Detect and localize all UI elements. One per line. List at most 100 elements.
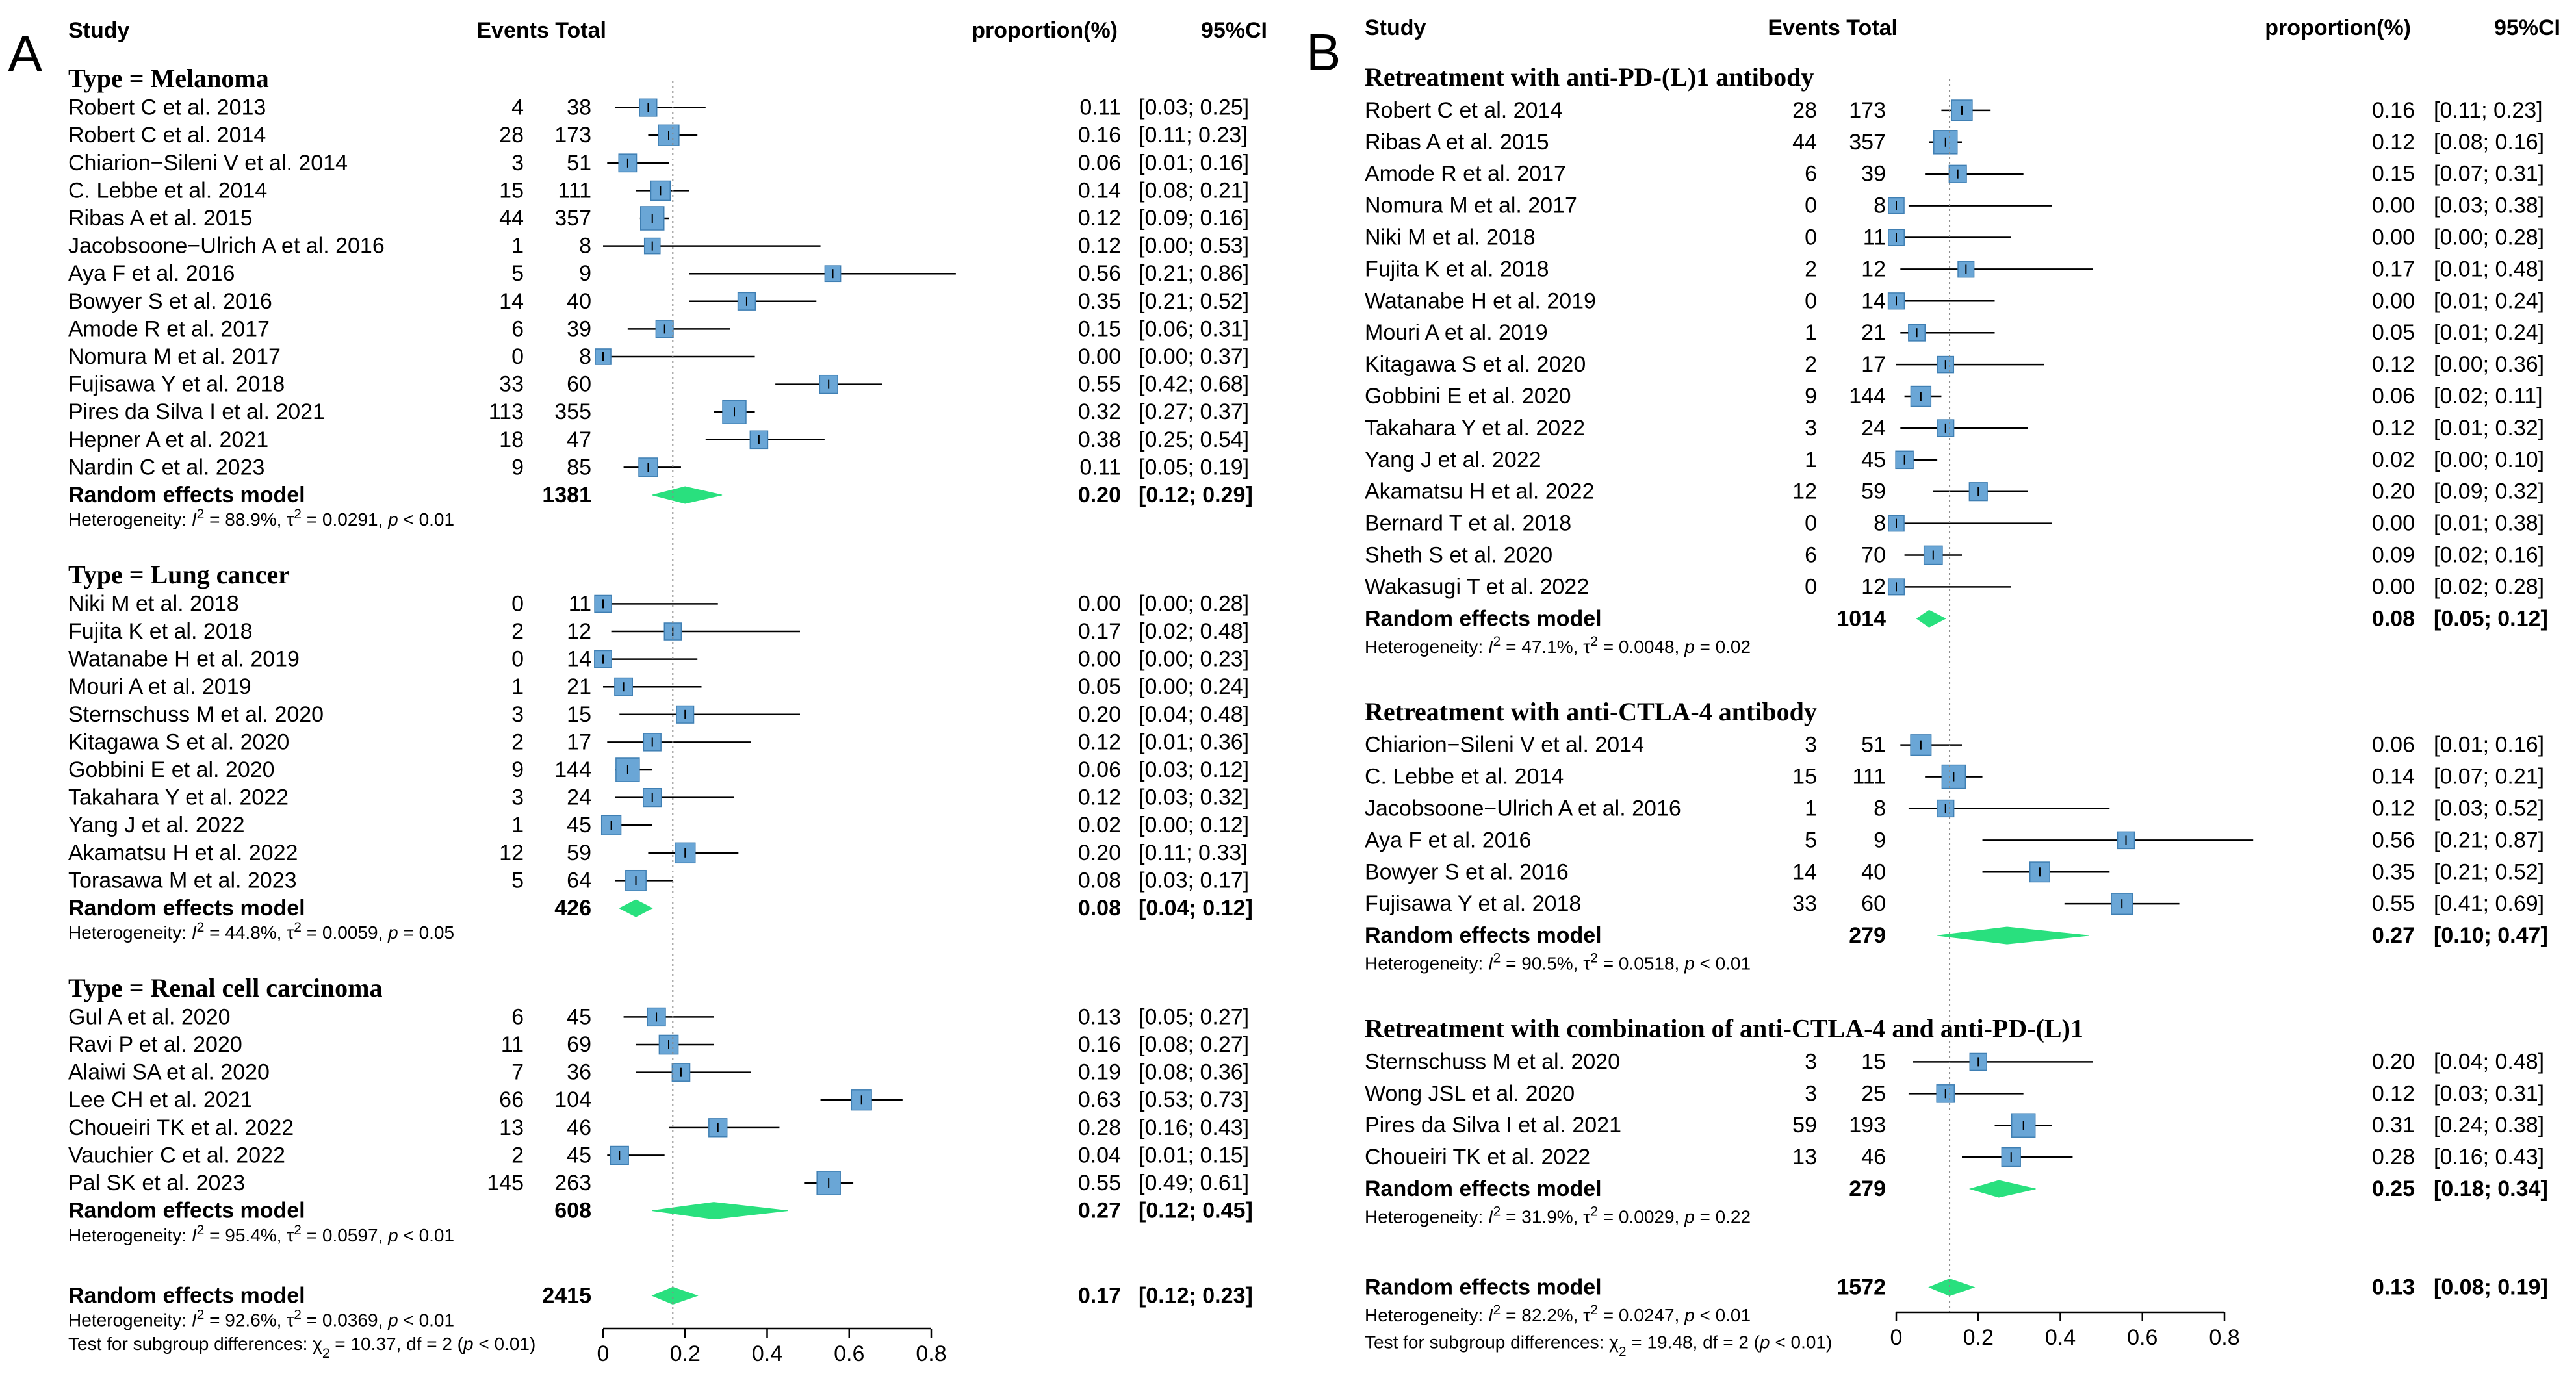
study-name: Lee CH et al. 2021 <box>68 1088 253 1112</box>
study-proportion: 0.00 <box>1078 591 1121 616</box>
study-events: 0 <box>1805 511 1817 536</box>
x-axis-tick-label: 0.6 <box>834 1342 864 1366</box>
subgroup-test-text: Test for subgroup differences: χ2 = 19.4… <box>1365 1332 1832 1360</box>
study-total: 357 <box>1849 130 1886 155</box>
study-total: 45 <box>1861 448 1886 472</box>
study-name: Mouri A et al. 2019 <box>1365 320 1548 345</box>
study-events: 44 <box>499 206 524 231</box>
x-axis-tick-label: 0.8 <box>2209 1325 2239 1350</box>
study-proportion: 0.14 <box>2372 765 2415 789</box>
heterogeneity-text: Heterogeneity: I2 = 90.5%, τ2 = 0.0518, … <box>1365 950 1751 974</box>
model-label: Random effects model <box>68 483 305 507</box>
study-events: 4 <box>511 95 524 120</box>
study-ci: [0.09; 0.16] <box>1139 206 1249 231</box>
study-total: 45 <box>567 1143 591 1167</box>
study-ci: [0.41; 0.69] <box>2434 891 2544 916</box>
study-proportion: 0.16 <box>1078 1032 1121 1057</box>
study-name: Pal SK et al. 2023 <box>68 1171 245 1195</box>
study-box <box>2029 861 2050 883</box>
study-name: Amode R et al. 2017 <box>1365 162 1566 186</box>
study-proportion: 0.00 <box>1078 647 1121 672</box>
study-ci: [0.03; 0.31] <box>2434 1081 2544 1106</box>
study-total: 51 <box>1861 733 1886 757</box>
overall-model-total: 1572 <box>1836 1275 1886 1299</box>
study-name: Alaiwi SA et al. 2020 <box>68 1060 270 1085</box>
study-total: 25 <box>1861 1081 1886 1106</box>
study-name: Akamatsu H et al. 2022 <box>1365 479 1594 504</box>
study-proportion: 0.15 <box>2372 162 2415 186</box>
study-ci: [0.08; 0.36] <box>1139 1060 1249 1085</box>
study-proportion: 0.12 <box>2372 1081 2415 1106</box>
study-total: 11 <box>1863 225 1886 250</box>
study-total: 9 <box>1874 828 1886 852</box>
heterogeneity-text: Heterogeneity: I2 = 47.1%, τ2 = 0.0048, … <box>1365 633 1751 657</box>
forest-panel-b: B Study Events Total proportion(%) 95%CI Retr… <box>1306 16 2560 1359</box>
study-events: 1 <box>1805 448 1817 472</box>
study-ci: [0.00; 0.10] <box>2434 448 2544 472</box>
study-proportion: 0.06 <box>1078 757 1121 782</box>
header-events-total: Events Total <box>1768 16 1898 40</box>
forest-panel-a: A Study Events Total proportion(%) 95%CI Type… <box>8 18 1267 1366</box>
study-name: Takahara Y et al. 2022 <box>1365 416 1585 440</box>
overall-diamond <box>1928 1278 1976 1297</box>
study-proportion: 0.12 <box>2372 352 2415 377</box>
study-total: 24 <box>567 785 591 810</box>
study-events: 3 <box>1805 1081 1817 1106</box>
study-total: 46 <box>1861 1145 1886 1169</box>
study-ci: [0.11; 0.23] <box>1139 123 1248 147</box>
study-events: 6 <box>511 1004 524 1029</box>
study-proportion: 0.12 <box>2372 796 2415 821</box>
study-name: Sheth S et al. 2020 <box>1365 543 1552 568</box>
study-proportion: 0.20 <box>1078 702 1121 727</box>
study-name: Ribas A et al. 2015 <box>1365 130 1549 155</box>
study-name: Wong JSL et al. 2020 <box>1365 1081 1575 1106</box>
study-name: Niki M et al. 2018 <box>68 591 239 616</box>
study-ci: [0.21; 0.52] <box>1139 289 1249 314</box>
study-events: 6 <box>511 316 524 341</box>
study-name: Nomura M et al. 2017 <box>1365 194 1577 218</box>
study-ci: [0.00; 0.28] <box>1139 591 1249 616</box>
study-events: 18 <box>499 427 524 452</box>
model-proportion: 0.27 <box>1078 1199 1121 1223</box>
study-total: 12 <box>1861 257 1886 281</box>
study-total: 40 <box>567 289 591 314</box>
model-diamond <box>652 1202 788 1220</box>
study-proportion: 0.06 <box>1078 151 1121 175</box>
study-events: 2 <box>511 619 524 644</box>
study-name: Robert C et al. 2014 <box>1365 98 1562 123</box>
study-total: 45 <box>567 1004 591 1029</box>
study-name: Torasawa M et al. 2023 <box>68 868 297 893</box>
study-total: 8 <box>1874 511 1886 536</box>
study-proportion: 0.28 <box>1078 1115 1121 1140</box>
study-events: 33 <box>499 372 524 397</box>
study-proportion: 0.02 <box>2372 448 2415 472</box>
study-proportion: 0.12 <box>1078 234 1121 259</box>
study-ci: [0.03; 0.32] <box>1139 785 1249 810</box>
panel-label: B <box>1306 23 1341 81</box>
study-total: 111 <box>558 178 591 203</box>
study-box <box>1923 545 1943 565</box>
study-ci: [0.03; 0.25] <box>1139 95 1249 120</box>
study-proportion: 0.20 <box>2372 1049 2415 1074</box>
study-proportion: 0.00 <box>2372 288 2415 313</box>
overall-model-total: 2415 <box>542 1283 591 1308</box>
heterogeneity-text: Heterogeneity: I2 = 92.6%, τ2 = 0.0369, … <box>68 1307 454 1330</box>
study-box <box>640 206 665 231</box>
study-ci: [0.08; 0.21] <box>1139 178 1249 203</box>
study-ci: [0.24; 0.38] <box>2434 1113 2544 1138</box>
study-box <box>655 320 674 338</box>
study-total: 40 <box>1861 859 1886 884</box>
study-proportion: 0.17 <box>1078 619 1121 644</box>
study-total: 9 <box>579 261 591 286</box>
model-diamond <box>652 486 723 504</box>
study-proportion: 0.31 <box>2372 1113 2415 1138</box>
study-events: 2 <box>1805 352 1817 377</box>
model-ci: [0.10; 0.47] <box>2434 923 2548 948</box>
model-diamond <box>619 899 653 917</box>
study-events: 33 <box>1792 891 1817 916</box>
study-ci: [0.00; 0.36] <box>2434 352 2544 377</box>
study-events: 0 <box>1805 225 1817 250</box>
study-name: Sternschuss M et al. 2020 <box>68 702 324 727</box>
study-ci: [0.16; 0.43] <box>2434 1145 2544 1169</box>
study-total: 173 <box>1849 98 1886 123</box>
